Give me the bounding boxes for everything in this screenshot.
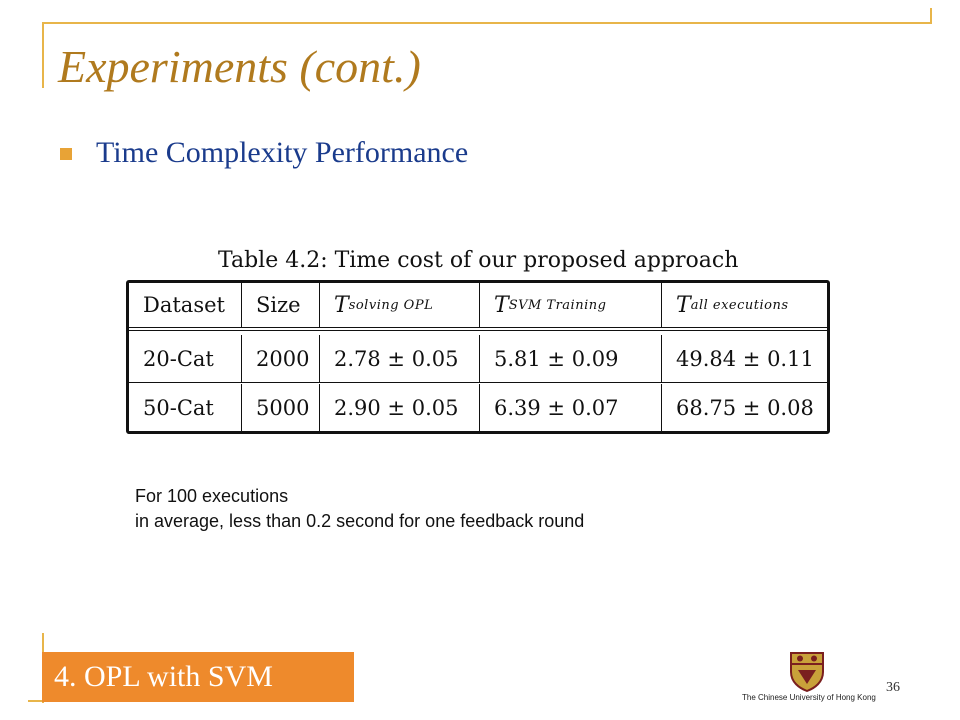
- cell-t-solving: 2.78 ± 0.05: [320, 335, 480, 382]
- note-line-1: For 100 executions: [135, 486, 289, 506]
- table-row: 50-Cat 5000 2.90 ± 0.05 6.39 ± 0.07 68.7…: [129, 384, 827, 431]
- frame-top-line: [42, 22, 932, 24]
- t-symbol: T: [334, 292, 349, 318]
- university-logo: The Chinese University of Hong Kong: [742, 650, 892, 710]
- header-size: Size: [242, 283, 320, 327]
- t-subscript: solving OPL: [348, 297, 434, 313]
- cell-size: 2000: [242, 335, 320, 382]
- cell-t-svm: 5.81 ± 0.09: [480, 335, 662, 382]
- header-dataset: Dataset: [129, 283, 242, 327]
- slide-title: Experiments (cont.): [58, 41, 421, 92]
- frame-bottom-left-tick: [28, 700, 44, 702]
- square-bullet-icon: [60, 148, 72, 160]
- university-crest-icon: [790, 652, 824, 692]
- bullet-item: Time Complexity Performance: [60, 136, 468, 170]
- section-badge: 4. OPL with SVM: [42, 652, 354, 702]
- cell-t-all: 68.75 ± 0.08: [676, 395, 814, 420]
- cell-dataset: 20-Cat: [129, 335, 242, 382]
- bullet-text: Time Complexity Performance: [96, 136, 469, 169]
- t-subscript: all executions: [690, 297, 789, 313]
- cell-t-all: 49.84 ± 0.11: [676, 346, 814, 371]
- cell-size: 5000: [242, 384, 320, 431]
- t-symbol: T: [676, 292, 691, 318]
- table-row: 20-Cat 2000 2.78 ± 0.05 5.81 ± 0.09 49.8…: [129, 335, 827, 383]
- cell-t-svm: 6.39 ± 0.07: [480, 384, 662, 431]
- cell-t-solving: 2.90 ± 0.05: [320, 384, 480, 431]
- logo-text: The Chinese University of Hong Kong: [742, 693, 876, 702]
- frame-left-line: [42, 22, 44, 88]
- table-caption: Table 4.2: Time cost of our proposed app…: [218, 248, 739, 273]
- section-label: 4. OPL with SVM: [54, 660, 273, 693]
- page-number: 36: [886, 680, 900, 695]
- header-t-svm: T SVM Training: [480, 283, 662, 327]
- t-symbol: T: [494, 292, 509, 318]
- note-line-2: in average, less than 0.2 second for one…: [135, 511, 585, 531]
- cell-dataset: 50-Cat: [129, 384, 242, 431]
- frame-right-tick: [930, 8, 932, 24]
- execution-note: For 100 executions in average, less than…: [135, 484, 584, 534]
- t-subscript: SVM Training: [508, 297, 607, 313]
